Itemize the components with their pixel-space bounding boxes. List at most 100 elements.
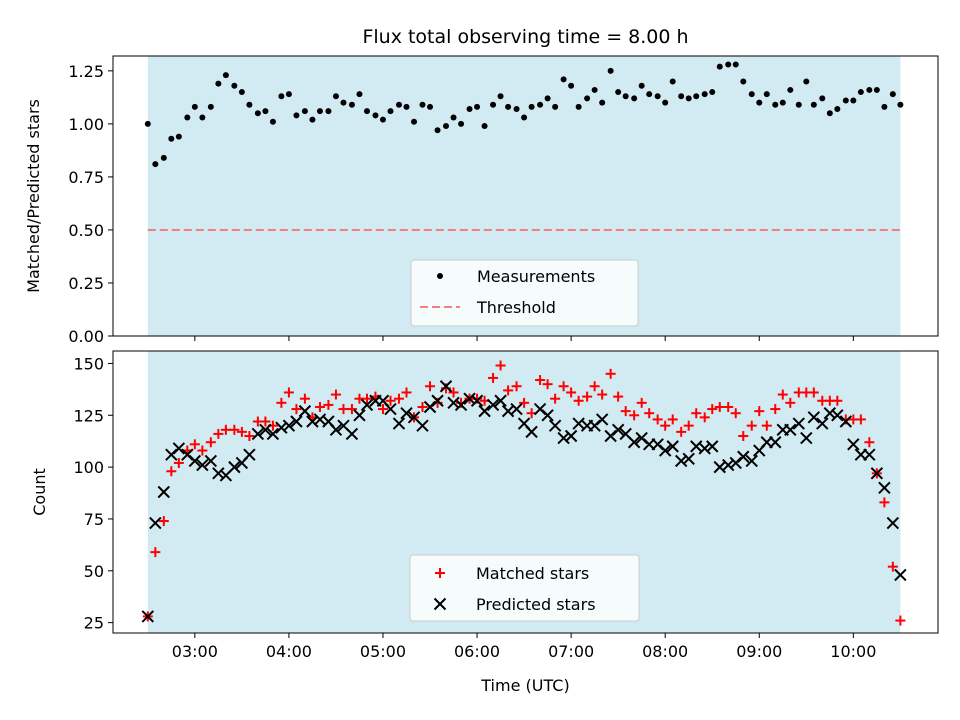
predicted-star-point [251,427,265,441]
predicted-star-point [329,423,343,437]
measurement-point [740,78,747,85]
predicted-star-point [807,411,821,424]
predicted-star-point [204,454,218,468]
ratio-y-tick-label: 1.00 [68,115,104,134]
matched-star-point [832,395,843,406]
measurement-point [387,108,394,115]
measurement-point [458,120,465,127]
predicted-star-point [722,458,735,472]
predicted-star-point [494,394,507,407]
measurement-point [474,103,481,110]
time-x-tick-label: 04:00 [266,642,312,661]
legend-marker-matched-stars [435,568,445,578]
measurement-point [779,99,786,106]
matched-star-point [730,408,741,419]
measurement-point [427,103,434,110]
measurement-point [395,101,402,108]
measurement-point [434,127,441,134]
predicted-star-point [447,396,460,410]
matched-star-point [276,397,287,408]
matched-star-point [550,393,561,404]
measurement-point [716,63,723,70]
measurement-point [607,67,614,74]
time-x-tick-label: 08:00 [642,642,688,661]
measurement-point [285,91,292,98]
predicted-star-point [243,448,256,461]
matched-star-point [723,401,734,412]
measurement-point [725,61,732,68]
measurement-point [544,95,551,102]
ratio-y-axis-label: Matched/Predicted stars [24,99,43,293]
measurement-point [732,61,739,68]
measurement-point [443,123,450,129]
matched-star-point [401,387,412,398]
predicted-star-point [745,454,758,468]
measurement-point [293,112,300,119]
measurement-point [466,106,473,113]
predicted-star-point [266,427,280,441]
count-y-axis-label: Count [30,468,49,516]
matched-star-point [377,404,388,415]
predicted-star-point [863,448,876,461]
measurement-point [819,95,826,102]
measurement-point [826,110,833,117]
measurement-point [857,89,864,96]
legend-label-measurements: Measurements [477,267,595,286]
count-y-tick-label: 125 [73,406,104,425]
measurement-point [552,103,559,110]
predicted-star-point [212,467,225,480]
count-y-axis: 25 50 75 100 125 150 [73,354,113,633]
measurement-point [631,95,638,102]
measurement-point [521,114,528,121]
legend-cross-glyph [433,597,447,611]
predicted-star-point [196,458,209,472]
predicted-star-point [228,460,241,474]
measurement-point [222,72,229,79]
matched-star-point [573,395,584,406]
count-legend: Matched stars Predicted stars [409,554,640,622]
matched-star-point [173,457,184,468]
matched-star-point [283,387,294,398]
matched-star-point [566,387,577,398]
predicted-star-point [345,427,359,441]
measurement-point [528,103,535,110]
matched-star-point [855,414,866,425]
matched-star-point [542,379,553,390]
predicted-star-point [816,417,829,430]
measurement-point [348,101,355,108]
count-legend-box [409,554,640,622]
predicted-star-point [886,516,900,530]
measurement-point [842,97,849,104]
measurement-point [356,91,363,98]
legend-label-threshold: Threshold [476,298,556,317]
matched-star-point [691,408,702,419]
predicted-star-point [831,409,844,422]
predicted-star-point [141,610,155,623]
matched-star-point [503,385,514,396]
predicted-star-point [306,415,319,428]
predicted-star-point [360,398,374,412]
matched-star-point [582,391,593,402]
matched-star-point [158,516,169,527]
matched-star-point [511,381,522,392]
matched-star-point [220,424,231,435]
predicted-star-point [666,440,679,453]
matched-star-point [895,615,906,626]
measurement-point [481,123,488,129]
measurement-point [622,93,629,100]
predicted-star-point [431,394,444,407]
measurement-point [834,106,841,113]
predicted-star-point [800,431,813,445]
matched-star-point [385,395,396,406]
matched-star-point [150,547,161,558]
predicted-star-point [557,431,570,445]
ratio-x-ticks [194,336,854,341]
predicted-star-point [400,406,413,420]
predicted-star-point [737,450,750,463]
measurement-point [701,91,708,98]
matched-star-point [660,420,671,431]
measurement-point [144,120,151,127]
count-y-tick-label: 75 [84,510,104,529]
legend-label-predicted-stars: Predicted stars [476,595,596,614]
